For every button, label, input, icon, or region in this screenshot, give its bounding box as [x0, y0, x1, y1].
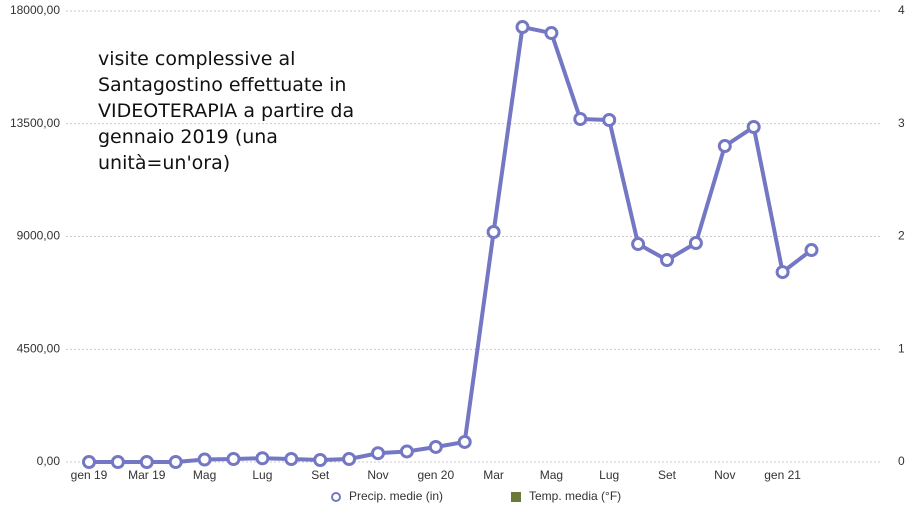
x-tick-label: gen 21 — [764, 468, 801, 482]
point — [688, 236, 703, 251]
y2-tick-label: 3 — [898, 116, 905, 130]
legend-marker — [511, 492, 521, 502]
x-tick-label: Mar 19 — [128, 468, 166, 482]
point — [457, 434, 472, 449]
x-tick-label: gen 20 — [417, 468, 454, 482]
x-tick-label: Lug — [252, 468, 272, 482]
point — [717, 139, 732, 154]
point — [82, 455, 96, 469]
annotation: visite complessive al Santagostino effett… — [98, 46, 418, 176]
point — [486, 224, 501, 239]
point — [139, 455, 154, 469]
point — [342, 451, 357, 466]
legend-item: Temp. media (°F) — [511, 489, 621, 503]
annotation-line: visite complessive al — [98, 48, 296, 70]
annotation-line: gennaio 2019 (una — [98, 126, 278, 148]
legend-marker — [331, 492, 341, 502]
point — [515, 20, 530, 35]
annotation-line: Santagostino effettuate in — [98, 74, 347, 96]
y-tick-label: 13500,00 — [10, 116, 60, 130]
point — [631, 237, 646, 252]
x-tick-label: Mag — [193, 468, 216, 482]
point — [428, 439, 443, 454]
legend-label: Temp. media (°F) — [529, 489, 621, 503]
point — [573, 111, 588, 126]
x-tick-label: Nov — [367, 468, 388, 482]
annotation-line: unità=un'ora) — [98, 152, 231, 174]
x-tick-label: gen 19 — [71, 468, 108, 482]
point — [399, 444, 414, 459]
y-tick-label: 18000,00 — [10, 3, 60, 17]
y-tick-label: 0,00 — [37, 454, 61, 468]
point — [660, 253, 674, 268]
point — [226, 451, 241, 466]
point — [168, 455, 183, 469]
point — [313, 452, 328, 467]
y2-tick-label: 4 — [898, 3, 905, 17]
point — [197, 452, 212, 467]
point — [804, 243, 819, 258]
legend-item: Precip. medie (in) — [331, 489, 443, 503]
x-tick-label: Mar — [483, 468, 504, 482]
x-tick-label: Set — [658, 468, 677, 482]
y2-tick-label: 2 — [898, 229, 905, 243]
point — [746, 120, 761, 135]
point — [602, 112, 617, 127]
y2-tick-label: 1 — [898, 341, 905, 355]
x-tick-label: Set — [311, 468, 330, 482]
point — [110, 455, 125, 469]
point — [544, 26, 559, 41]
x-tick-label: Lug — [599, 468, 619, 482]
y2-tick-label: 0 — [898, 454, 905, 468]
x-tick-label: Mag — [540, 468, 563, 482]
y-tick-label: 4500,00 — [17, 341, 61, 355]
point — [284, 451, 299, 466]
legend-label: Precip. medie (in) — [349, 489, 443, 503]
point — [371, 446, 385, 461]
y-tick-label: 9000,00 — [17, 229, 61, 243]
point — [775, 265, 790, 280]
annotation-line: VIDEOTERAPIA a partire da — [98, 100, 355, 122]
x-tick-label: Nov — [714, 468, 735, 482]
point — [255, 451, 270, 466]
